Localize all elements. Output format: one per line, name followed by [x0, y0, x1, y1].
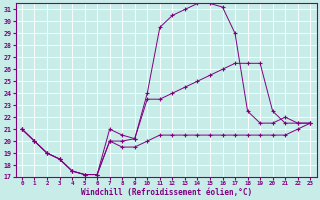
X-axis label: Windchill (Refroidissement éolien,°C): Windchill (Refroidissement éolien,°C)	[81, 188, 252, 197]
